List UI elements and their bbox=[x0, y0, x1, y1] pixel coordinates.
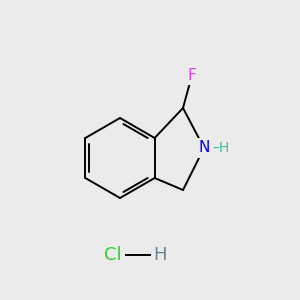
Text: F: F bbox=[188, 68, 196, 82]
Text: N: N bbox=[198, 140, 210, 155]
Text: Cl: Cl bbox=[104, 246, 122, 264]
Text: H: H bbox=[153, 246, 167, 264]
Text: –H: –H bbox=[212, 141, 229, 155]
